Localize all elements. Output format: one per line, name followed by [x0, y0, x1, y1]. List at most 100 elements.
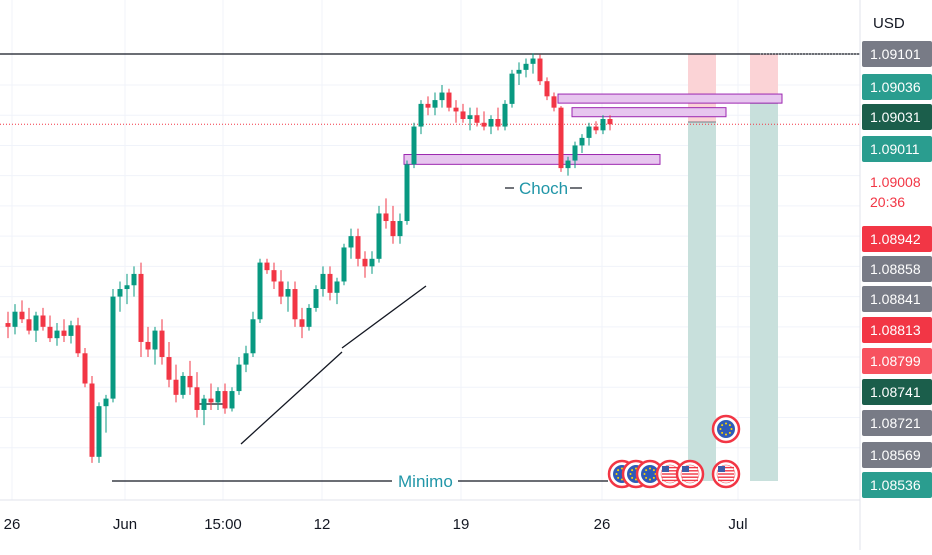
time-axis[interactable]: 26 Jun 15:00 12 19 26 Jul: [0, 499, 860, 533]
price-label[interactable]: 1.08741: [862, 379, 932, 405]
us-canton: [718, 466, 725, 472]
candle: [117, 281, 123, 312]
choch-label[interactable]: Choch: [519, 179, 568, 198]
candle: [579, 134, 585, 154]
price-label-bg: [862, 256, 932, 282]
candle-body: [145, 341, 151, 350]
candle: [446, 88, 452, 112]
candle: [586, 122, 592, 146]
price-label-bg: [862, 410, 932, 436]
candle: [278, 270, 284, 305]
eu-star: [631, 476, 634, 479]
drawn-lines[interactable]: [0, 53, 860, 482]
candle: [383, 198, 389, 229]
order-block-zone[interactable]: [403, 154, 661, 165]
candle: [593, 121, 599, 135]
candle: [33, 311, 39, 342]
candle-body: [425, 103, 431, 108]
eu-star: [730, 428, 733, 430]
eu-event-icon[interactable]: [711, 414, 741, 444]
price-label[interactable]: 1.08721: [862, 410, 932, 436]
price-label[interactable]: 1.09101: [862, 41, 932, 67]
candle: [292, 281, 298, 327]
candle: [82, 347, 88, 388]
candle-body: [257, 262, 263, 320]
candle: [509, 69, 515, 108]
price-axis[interactable]: USD 1.09101 1.09036 1.09031 1.09011 1.09008 2…: [859, 0, 932, 550]
candle: [194, 372, 200, 418]
candle: [75, 317, 81, 358]
candle-body: [89, 383, 95, 457]
candle-body: [236, 364, 242, 392]
currency-label: USD: [873, 15, 905, 32]
minimo-label-bg: [392, 471, 458, 489]
candle: [460, 103, 466, 123]
candle-body: [264, 262, 270, 271]
target-zone[interactable]: [750, 103, 778, 481]
candle-body: [96, 406, 102, 457]
candle-body: [187, 375, 193, 388]
candle-body: [579, 137, 585, 146]
us-event-icon[interactable]: [675, 459, 705, 489]
price-label[interactable]: 1.08942: [862, 226, 932, 252]
price-label-countdown: 20:36: [870, 194, 905, 210]
price-label-value: 1.09011: [870, 141, 920, 157]
eu-star: [643, 473, 646, 475]
price-label[interactable]: 1.08813: [862, 317, 932, 343]
eu-star: [629, 473, 632, 475]
candle: [516, 62, 522, 85]
candle: [152, 326, 158, 365]
price-label[interactable]: 1.09008 20:36: [862, 169, 932, 213]
candle-body: [432, 100, 438, 108]
candle-body: [362, 258, 368, 267]
price-label[interactable]: 1.09036: [862, 74, 932, 100]
candle: [54, 323, 60, 346]
candle-body: [397, 221, 403, 237]
target-zone[interactable]: [688, 122, 716, 481]
candle-body: [495, 118, 501, 127]
trendline-2[interactable]: [341, 285, 427, 349]
order-block-zone[interactable]: [571, 107, 727, 118]
candle-body: [152, 330, 158, 350]
price-label[interactable]: 1.08799: [862, 348, 932, 374]
price-label-value: 1.08569: [870, 447, 921, 463]
order-block-zones[interactable]: [403, 93, 783, 165]
candle-body: [502, 103, 508, 127]
candle-body: [558, 107, 564, 169]
candle-body: [40, 315, 46, 327]
price-label-value: 1.08858: [870, 261, 921, 277]
price-label[interactable]: 1.08536: [862, 472, 932, 498]
candle: [236, 357, 242, 395]
time-tick-label: 19: [453, 516, 470, 533]
order-block-zone[interactable]: [557, 93, 783, 104]
candle: [453, 100, 459, 123]
candle: [313, 285, 319, 312]
us-canton: [662, 466, 669, 472]
candle-body: [488, 118, 494, 127]
annotations[interactable]: Choch Minimo: [392, 179, 582, 491]
trendline-1[interactable]: [240, 351, 343, 445]
price-label[interactable]: 1.09011: [862, 136, 932, 162]
eu-star: [621, 467, 623, 470]
candle: [89, 375, 95, 463]
eu-event-icon[interactable]: [635, 459, 665, 489]
candle-body: [110, 296, 116, 399]
price-label[interactable]: 1.08841: [862, 286, 932, 312]
eu-star: [719, 428, 722, 430]
candle: [411, 122, 417, 169]
candle-body: [481, 122, 487, 127]
candle: [544, 77, 550, 101]
candle-body: [586, 126, 592, 138]
candle: [565, 156, 571, 176]
candle-body: [243, 353, 249, 365]
candle-body: [334, 281, 340, 293]
price-label[interactable]: 1.08858: [862, 256, 932, 282]
minimo-label[interactable]: Minimo: [398, 472, 453, 491]
economic-events[interactable]: [607, 414, 741, 489]
price-label[interactable]: 1.09031: [862, 104, 932, 130]
time-tick-label: 26: [594, 516, 611, 533]
price-label[interactable]: 1.08569: [862, 442, 932, 468]
us-event-icon[interactable]: [711, 459, 741, 489]
